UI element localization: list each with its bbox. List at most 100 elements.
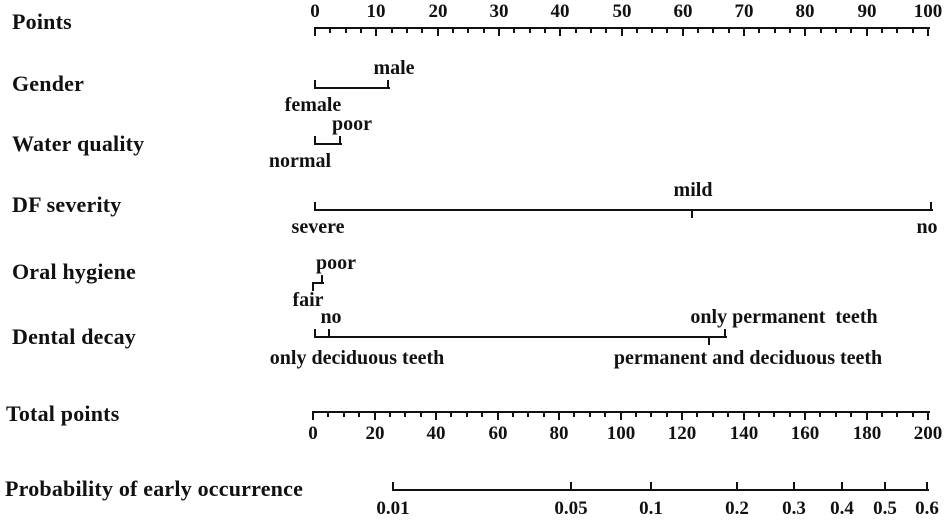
total-points-tick-label: 180 [852, 423, 882, 444]
probability-tick-label: 0.5 [873, 498, 897, 519]
probability-tick-label: 0.3 [782, 498, 806, 519]
total-points-tick [604, 411, 606, 417]
total-points-tick [435, 411, 437, 420]
points-tick-label: 50 [612, 1, 632, 22]
points-tick-label: 30 [489, 1, 509, 22]
points-tick [697, 27, 699, 33]
points-tick [360, 27, 362, 33]
row-label-total-points: Total points [6, 401, 120, 426]
total-points-tick [635, 411, 637, 417]
oral-hygiene-option-fair: fair [292, 289, 324, 311]
points-tick [666, 27, 668, 33]
water-quality-option-poor: poor [332, 113, 372, 135]
points-tick [712, 27, 714, 33]
points-tick [866, 27, 868, 36]
total-points-tick [789, 411, 791, 417]
probability-tick [570, 482, 572, 491]
total-points-tick [819, 411, 821, 417]
points-tick [375, 27, 377, 36]
df-severity-tick-no [930, 202, 932, 211]
points-tick [804, 27, 806, 36]
total-points-tick [312, 411, 314, 420]
probability-tick-label: 0.6 [915, 498, 939, 519]
probability-tick [841, 482, 843, 491]
dental-decay-option-no: no [320, 306, 342, 328]
probability-tick-label: 0.1 [639, 498, 663, 519]
probability-tick-label: 0.2 [725, 498, 749, 519]
points-tick [345, 27, 347, 33]
df-severity-tick-mild [691, 209, 693, 218]
gender-axis-line [315, 87, 390, 89]
dental-decay-tick-permanent-and-deciduous-teeth [708, 336, 710, 345]
df-severity-option-mild: mild [673, 179, 713, 201]
probability-tick [926, 482, 928, 491]
total-points-tick [389, 411, 391, 417]
points-tick-label: 10 [366, 1, 386, 22]
points-tick [605, 27, 607, 33]
total-points-tick [620, 411, 622, 420]
total-points-tick [773, 411, 775, 417]
dental-decay-option-only-permanent-teeth: only permanent teeth [690, 306, 878, 328]
total-points-tick-label: 80 [549, 423, 569, 444]
total-points-tick [481, 411, 483, 417]
total-points-tick [512, 411, 514, 417]
gender-tick-male [387, 80, 389, 89]
probability-tick-label: 0.4 [830, 498, 854, 519]
df-severity-tick-severe [314, 202, 316, 211]
points-tick [590, 27, 592, 33]
points-tick [743, 27, 745, 36]
dental-decay-tick-only-permanent-teeth [724, 329, 726, 338]
points-tick [835, 27, 837, 33]
total-points-tick [743, 411, 745, 420]
probability-tick [392, 482, 394, 491]
gender-option-male: male [373, 57, 415, 79]
total-points-tick [543, 411, 545, 417]
total-points-tick-label: 100 [606, 423, 636, 444]
total-points-tick [343, 411, 345, 417]
total-points-tick [450, 411, 452, 417]
points-tick [437, 27, 439, 36]
total-points-tick [497, 411, 499, 420]
total-points-tick-label: 60 [488, 423, 508, 444]
water-quality-tick-poor [339, 136, 341, 145]
total-points-tick [374, 411, 376, 420]
row-label-water-quality: Water quality [12, 131, 145, 156]
points-tick-label: 40 [550, 1, 570, 22]
probability-tick [736, 482, 738, 491]
probability-tick-label: 0.05 [554, 498, 588, 519]
points-tick [544, 27, 546, 33]
df-severity-axis-line [315, 209, 933, 211]
dental-decay-tick-only-deciduous-teeth [314, 329, 316, 338]
total-points-tick [912, 411, 914, 417]
points-tick-label: 20 [428, 1, 448, 22]
total-points-tick [681, 411, 683, 420]
points-tick [452, 27, 454, 33]
dental-decay-option-permanent-and-deciduous-teeth: permanent and deciduous teeth [613, 347, 883, 369]
total-points-tick [466, 411, 468, 417]
df-severity-option-no: no [916, 216, 938, 238]
total-points-tick [850, 411, 852, 417]
points-tick [636, 27, 638, 33]
water-quality-tick-normal [314, 136, 316, 145]
points-tick [467, 27, 469, 33]
total-points-tick [527, 411, 529, 417]
points-tick [758, 27, 760, 33]
points-tick [682, 27, 684, 36]
points-tick [406, 27, 408, 33]
points-tick [483, 27, 485, 33]
water-quality-axis-line [315, 143, 342, 145]
total-points-tick-label: 140 [729, 423, 759, 444]
total-points-tick [573, 411, 575, 417]
dental-decay-tick-no [328, 329, 330, 338]
total-points-tick [712, 411, 714, 417]
points-tick-label: 80 [795, 1, 815, 22]
row-label-oral-hygiene: Oral hygiene [12, 259, 137, 284]
row-label-points: Points [12, 9, 72, 34]
points-tick [789, 27, 791, 33]
points-tick [912, 27, 914, 33]
total-points-tick [404, 411, 406, 417]
points-tick [391, 27, 393, 33]
total-points-tick [927, 411, 929, 420]
dental-decay-axis-line [315, 336, 727, 338]
